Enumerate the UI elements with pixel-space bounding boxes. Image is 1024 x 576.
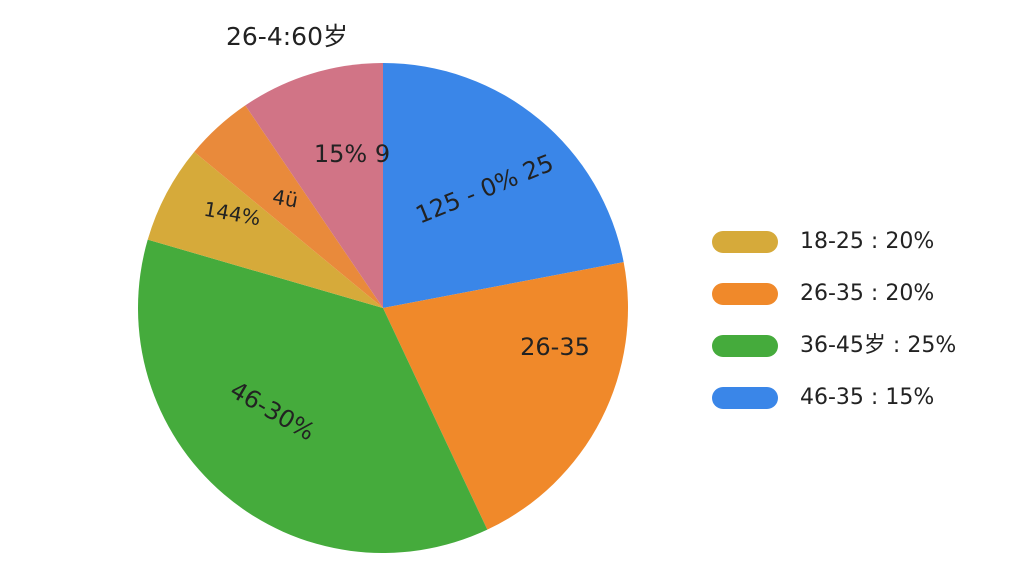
slice-label: 26-35: [520, 333, 590, 361]
pie-slice: [194, 105, 383, 308]
legend-swatch: [712, 335, 778, 357]
legend-label: 26-35 : 20%: [800, 281, 934, 306]
pie-slice: [383, 262, 628, 530]
legend-swatch: [712, 283, 778, 305]
slice-label: 4ü: [271, 184, 300, 212]
legend-swatch: [712, 231, 778, 253]
legend-label: 36-45岁 : 25%: [800, 333, 956, 358]
slice-label: 15% 9: [314, 140, 390, 168]
pie-slice: [138, 239, 488, 553]
pie-slice: [147, 151, 383, 308]
pie-slice: [245, 63, 383, 308]
chart-title: 26-4:60岁: [226, 22, 348, 51]
legend-label: 18-25 : 20%: [800, 229, 934, 254]
pie-slice: [383, 63, 624, 308]
legend-label: 46-35 : 15%: [800, 385, 934, 410]
legend-swatch: [712, 387, 778, 409]
